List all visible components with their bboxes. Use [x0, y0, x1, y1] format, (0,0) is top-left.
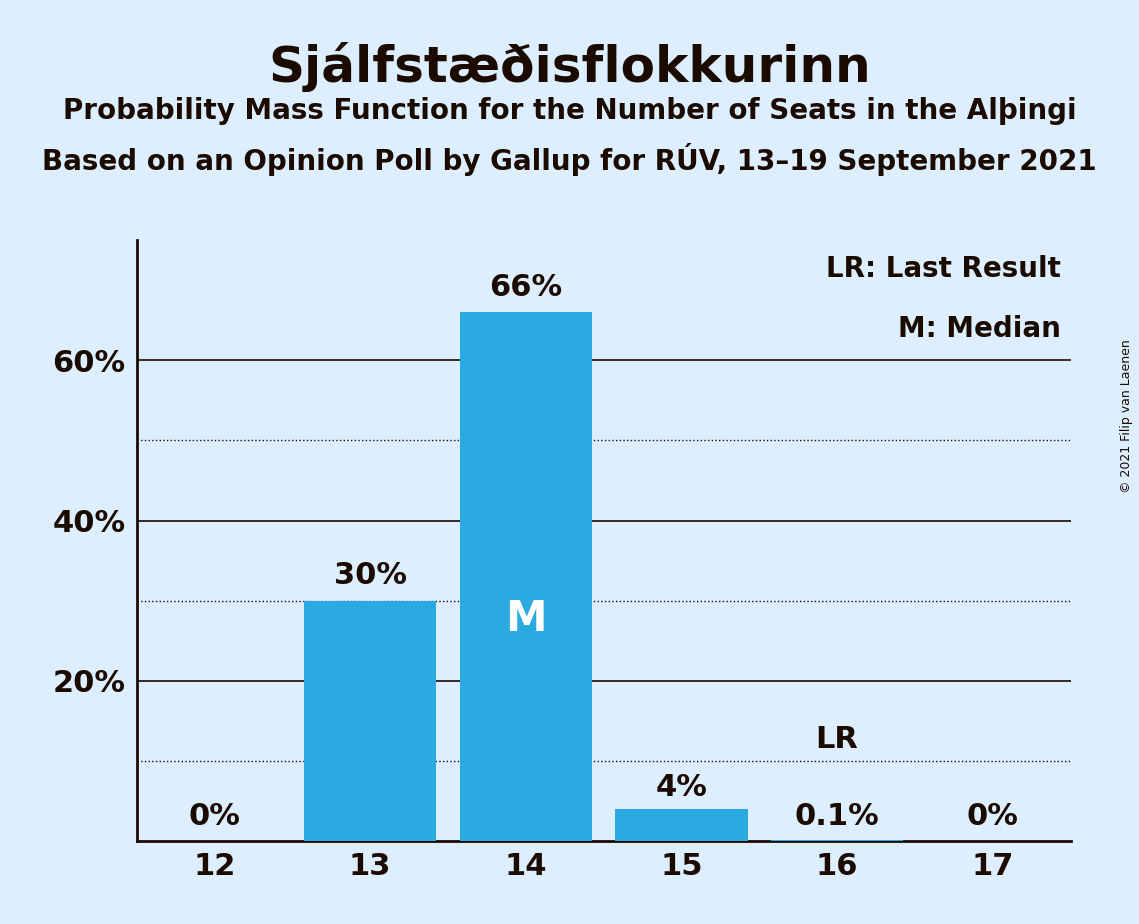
Text: M: Median: M: Median: [899, 315, 1062, 344]
Text: Sjálfstæðisflokkurinn: Sjálfstæðisflokkurinn: [268, 42, 871, 91]
Text: 4%: 4%: [656, 773, 707, 802]
Text: Based on an Opinion Poll by Gallup for RÚV, 13–19 September 2021: Based on an Opinion Poll by Gallup for R…: [42, 143, 1097, 176]
Text: LR: LR: [816, 725, 859, 754]
Bar: [460, 312, 592, 841]
Text: Probability Mass Function for the Number of Seats in the Alþingi: Probability Mass Function for the Number…: [63, 97, 1076, 125]
Bar: [304, 601, 436, 841]
Text: © 2021 Filip van Laenen: © 2021 Filip van Laenen: [1121, 339, 1133, 492]
Text: LR: Last Result: LR: Last Result: [827, 255, 1062, 284]
Text: 0%: 0%: [189, 802, 240, 832]
Text: 30%: 30%: [334, 561, 407, 590]
Text: M: M: [505, 598, 547, 639]
Text: 0.1%: 0.1%: [795, 802, 879, 832]
Text: 0%: 0%: [967, 802, 1018, 832]
Text: 66%: 66%: [490, 273, 563, 302]
Bar: [615, 808, 747, 841]
